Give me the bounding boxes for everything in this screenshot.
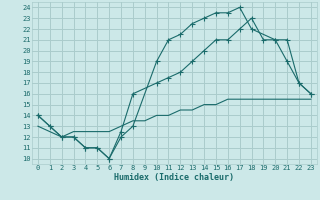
X-axis label: Humidex (Indice chaleur): Humidex (Indice chaleur) [115, 173, 234, 182]
